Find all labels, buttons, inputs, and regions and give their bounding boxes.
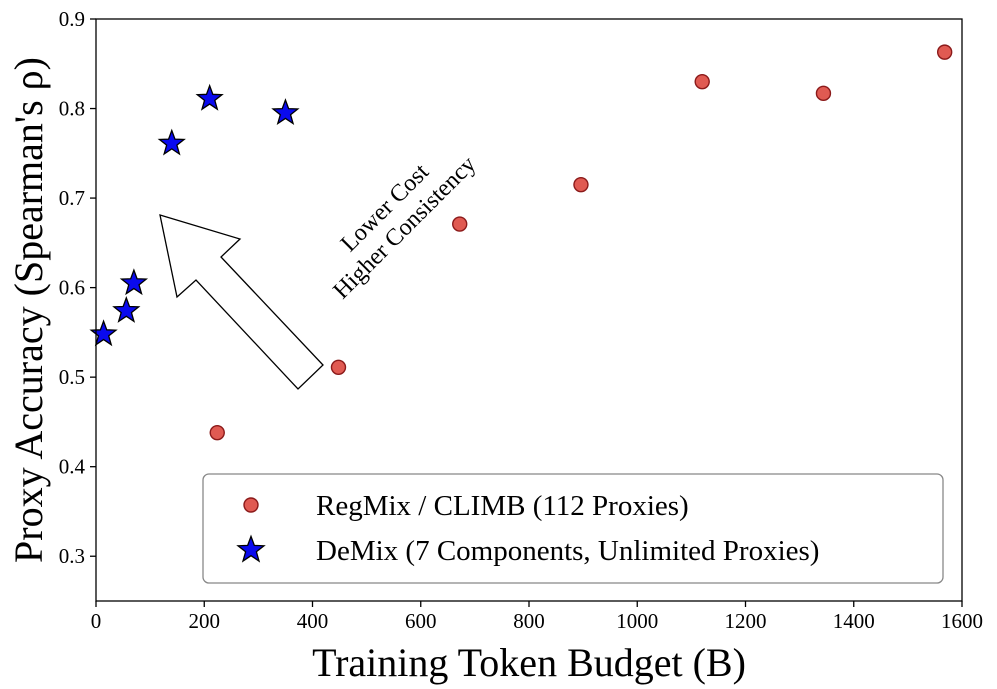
legend-item: RegMix / CLIMB (112 Proxies) [243,490,689,522]
star-point [271,98,300,126]
x-tick-label: 0 [91,609,102,633]
x-axis-title: Training Token Budget (B) [312,640,746,685]
data-points [89,44,953,441]
arrow-shape [159,214,324,390]
y-tick-label: 0.3 [59,544,85,568]
direction-arrow [159,214,324,390]
series-regmix-climb [209,44,953,441]
circle-point [330,359,347,376]
x-tick-label: 1600 [941,609,983,633]
legend-item: DeMix (7 Components, Unlimited Proxies) [236,534,819,567]
x-tick-label: 1000 [616,609,658,633]
star-point [195,83,224,111]
circle-point [694,73,710,90]
circle-point [573,176,589,193]
axes: 0 200 400 600 800 1000 1200 1400 1600 0.3 0.4 0.5 0.… [59,7,983,633]
y-tick-label: 0.8 [59,97,85,121]
x-tick-label: 1200 [725,609,767,633]
circle-point [209,424,225,441]
legend-label: DeMix (7 Components, Unlimited Proxies) [316,535,819,567]
y-tick-label: 0.4 [59,455,86,479]
x-tick-label: 800 [513,609,545,633]
x-tick-label: 600 [405,609,437,633]
y-tick-label: 0.5 [59,365,85,389]
circle-point [815,85,832,102]
star-point [119,268,149,296]
x-tick-label: 200 [189,609,221,633]
legend-circle-marker [243,497,259,513]
y-tick-label: 0.9 [59,7,85,31]
y-tick-label: 0.6 [59,276,85,300]
y-tick-label: 0.7 [59,186,85,210]
star-point [89,319,118,347]
x-tick-label: 400 [297,609,329,633]
circle-point [452,216,468,232]
legend-box [202,473,944,584]
legend: RegMix / CLIMB (112 Proxies) DeMix (7 Com… [202,473,944,584]
legend-star-marker [236,534,266,563]
legend-label: RegMix / CLIMB (112 Proxies) [316,490,689,522]
x-tick-label: 1400 [833,609,875,633]
star-point [157,128,186,156]
y-axis-title: Proxy Accuracy (Spearman's ρ) [6,57,51,563]
star-point [112,296,141,323]
circle-point [936,44,953,60]
series-demix [89,83,300,347]
